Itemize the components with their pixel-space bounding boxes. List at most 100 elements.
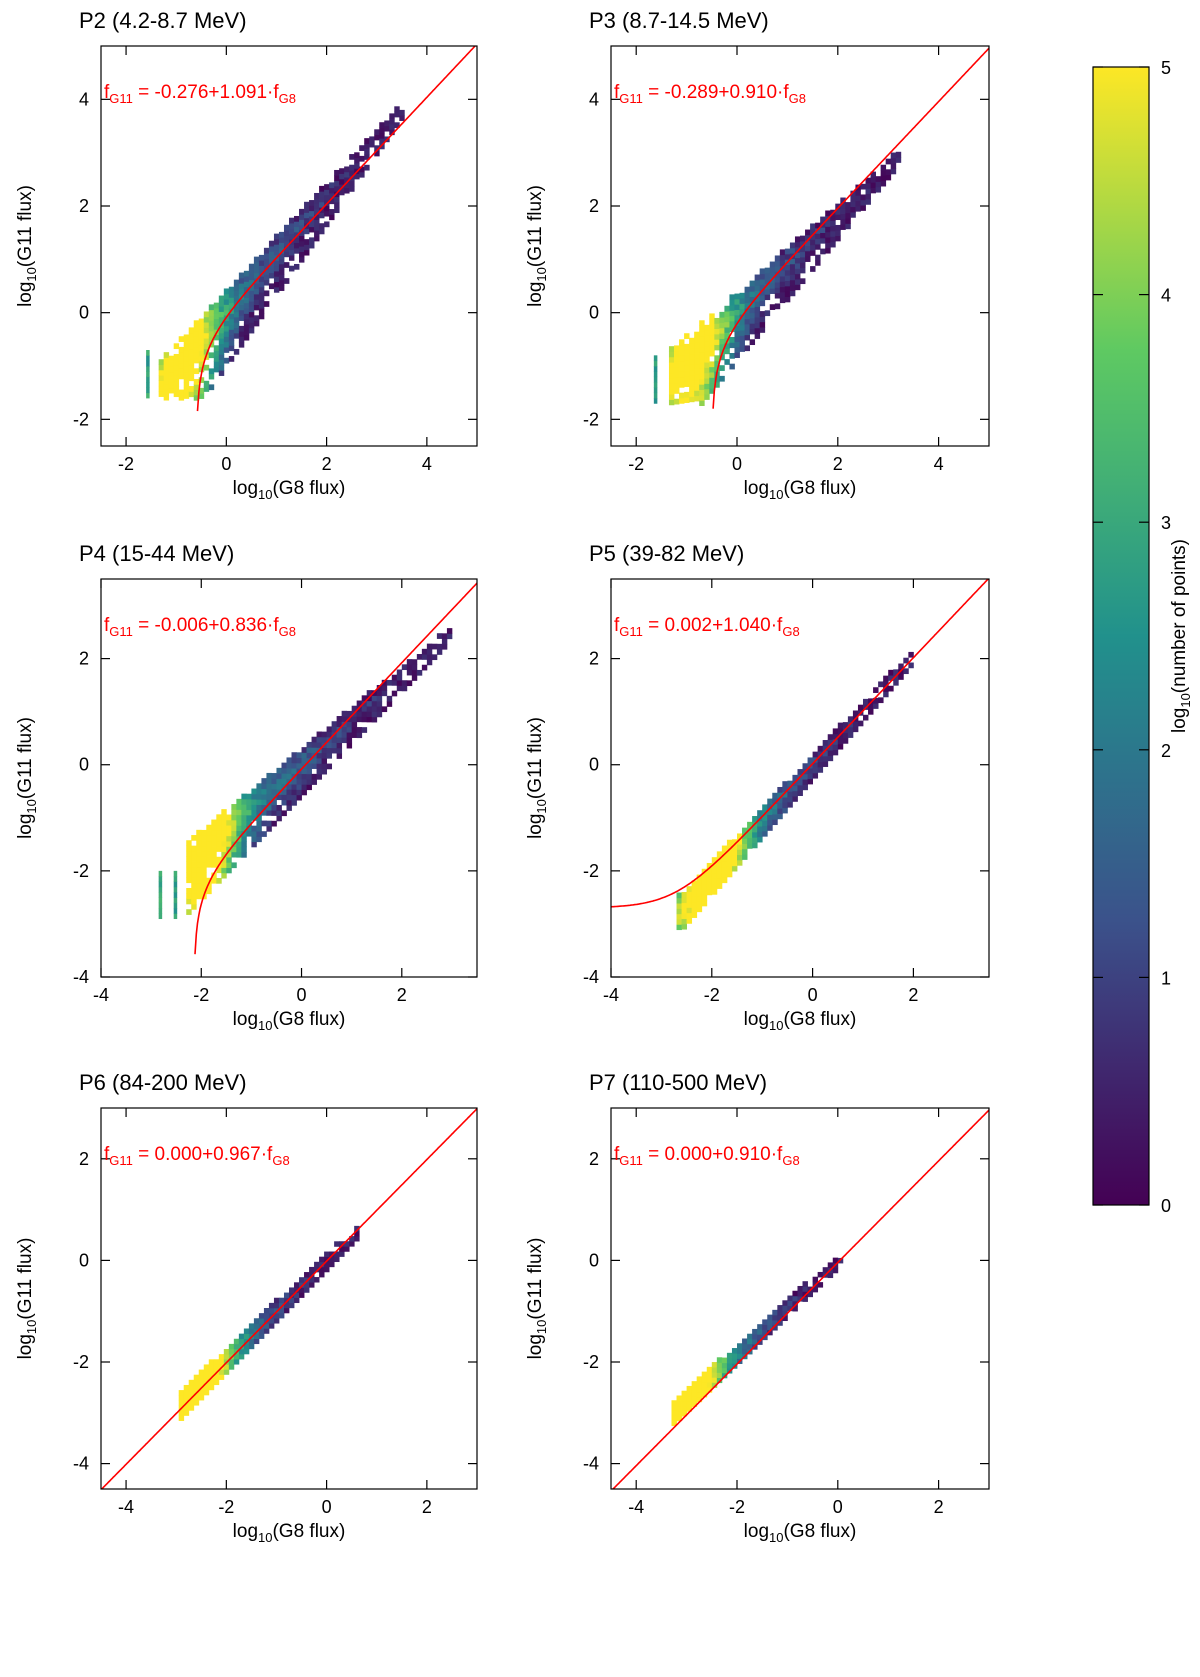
- density-stripe: [173, 897, 178, 904]
- density-stripe: [158, 913, 163, 920]
- density-cell: [870, 182, 876, 189]
- density-cell: [261, 794, 267, 800]
- density-cell: [273, 286, 280, 293]
- density-cell: [711, 1377, 718, 1383]
- density-cell: [883, 686, 889, 692]
- density-cell: [349, 164, 355, 171]
- density-cell: [779, 254, 786, 261]
- density-cell: [203, 332, 210, 339]
- density-cell: [446, 633, 453, 640]
- density-cell: [787, 1305, 793, 1312]
- density-cell: [749, 291, 756, 298]
- density-cell: [188, 332, 195, 339]
- density-cell: [706, 878, 713, 885]
- density-cell: [880, 164, 887, 171]
- density-cell: [731, 1358, 738, 1364]
- density-cell: [186, 856, 192, 862]
- density-cell: [679, 381, 685, 388]
- density-cell: [737, 1353, 743, 1359]
- density-cell: [263, 279, 270, 286]
- density-cell: [870, 176, 876, 183]
- density-cell: [825, 221, 831, 227]
- density-cell: [704, 367, 710, 374]
- fit-equation: fG11 = -0.006+0.836·fG8: [104, 615, 296, 639]
- x-tick-label: -2: [704, 985, 720, 1005]
- density-cell: [186, 898, 192, 905]
- density-cell: [784, 253, 791, 260]
- density-cell: [196, 888, 202, 894]
- density-cell: [699, 400, 705, 406]
- density-cell: [888, 669, 894, 676]
- density-cell: [709, 350, 715, 357]
- density-cell: [258, 276, 265, 282]
- density-cell: [334, 185, 340, 192]
- density-cell: [236, 825, 242, 832]
- density-cell: [309, 242, 315, 249]
- density-cell: [334, 196, 340, 203]
- density-cell: [331, 726, 338, 733]
- fit-curve: [611, 579, 989, 908]
- density-cell: [752, 831, 758, 838]
- density-cell: [782, 1300, 788, 1306]
- density-cell: [747, 1333, 753, 1340]
- density-cell: [699, 336, 705, 342]
- density-cell: [366, 700, 373, 707]
- density-cell: [248, 322, 255, 329]
- density-cell: [208, 1369, 215, 1375]
- density-cell: [396, 669, 403, 676]
- density-cell: [309, 226, 315, 233]
- y-tick-label: -4: [583, 1454, 599, 1474]
- density-cell: [263, 290, 270, 297]
- x-tick-label: -2: [218, 1497, 234, 1517]
- density-cell: [779, 270, 786, 277]
- density-cell: [273, 1302, 280, 1309]
- density-cell: [193, 1384, 200, 1391]
- density-cell: [359, 155, 365, 162]
- density-cell: [689, 348, 695, 355]
- density-cell: [701, 879, 708, 886]
- density-cell: [294, 231, 300, 238]
- density-cell: [191, 882, 197, 889]
- density-cell: [193, 320, 200, 327]
- density-cell: [421, 664, 428, 671]
- fit-equation: fG11 = -0.289+0.910·fG8: [614, 82, 806, 106]
- density-cell: [371, 706, 378, 712]
- density-cell: [196, 856, 202, 863]
- y-tick-label: 0: [79, 303, 89, 323]
- density-cell: [772, 814, 778, 820]
- density-cell: [233, 1343, 240, 1350]
- density-cell: [278, 242, 285, 249]
- density-cell: [203, 316, 210, 323]
- density-cell: [344, 1241, 350, 1247]
- density-cell: [253, 256, 260, 263]
- density-cell: [231, 830, 237, 837]
- density-cell: [198, 329, 205, 335]
- density-cell: [716, 851, 723, 858]
- x-tick-label: -2: [628, 454, 644, 474]
- density-cell: [281, 799, 287, 806]
- x-tick-label: 0: [732, 454, 742, 474]
- density-cell: [238, 272, 245, 279]
- density-cell: [178, 346, 185, 353]
- x-tick-label: -2: [118, 454, 134, 474]
- density-cell: [716, 1367, 723, 1373]
- density-cell: [686, 891, 693, 898]
- density-cell: [719, 333, 725, 339]
- density-cell: [188, 343, 195, 350]
- density-cell: [774, 292, 781, 299]
- density-stripe: [653, 355, 658, 362]
- density-cell: [716, 883, 723, 889]
- density-cell: [326, 742, 333, 749]
- density-stripe: [653, 387, 658, 394]
- density-cell: [203, 1389, 210, 1396]
- density-cell: [173, 343, 180, 350]
- density-cell: [201, 851, 207, 857]
- density-cell: [840, 218, 846, 225]
- density-cell: [792, 785, 798, 792]
- density-cell: [299, 1287, 305, 1293]
- density-cell: [299, 240, 305, 247]
- density-cell: [238, 283, 245, 289]
- x-tick-label: 0: [322, 1497, 332, 1517]
- density-cell: [694, 369, 700, 375]
- density-cell: [278, 285, 285, 291]
